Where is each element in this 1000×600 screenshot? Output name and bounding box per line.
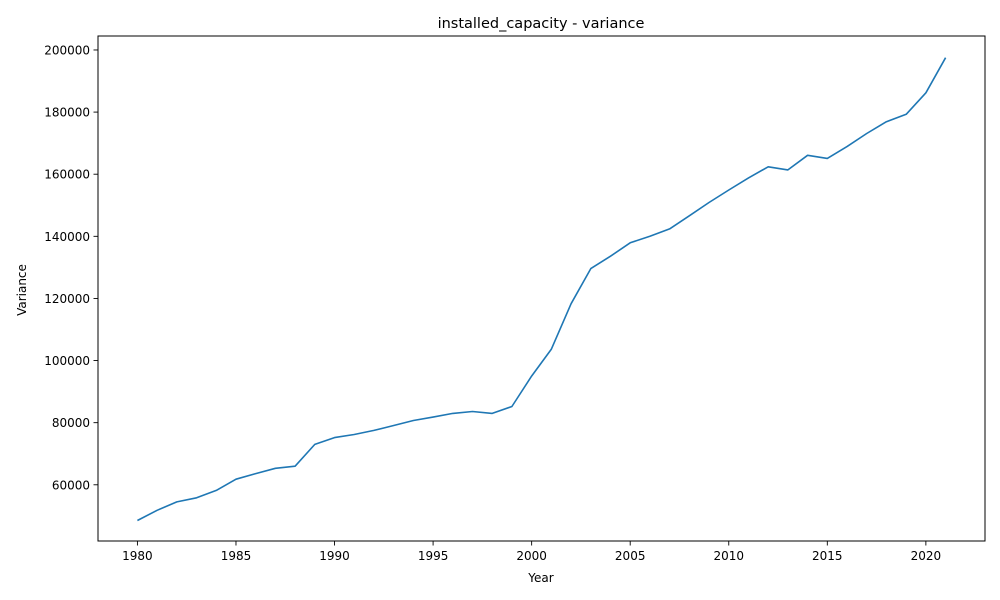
y-tick-label-60000: 60000 [52,478,90,492]
x-tick-label-2020: 2020 [911,549,942,563]
x-tick-label-2015: 2015 [812,549,843,563]
x-tick-label-1995: 1995 [418,549,449,563]
y-tick-label-200000: 200000 [44,43,90,57]
chart-title: installed_capacity - variance [438,16,645,32]
x-axis-title: Year [527,571,553,585]
y-axis-title: Variance [15,264,29,316]
y-tick-label-180000: 180000 [44,106,90,120]
x-tick-label-1990: 1990 [319,549,350,563]
y-tick-label-140000: 140000 [44,230,90,244]
x-tick-label-1980: 1980 [122,549,153,563]
series-line-0 [137,57,947,522]
y-tick-label-160000: 160000 [44,168,90,182]
plot-area: 1980 1985 1990 1995 2000 2005 2010 2015 2020 6000… [44,35,986,563]
x-tick-label-1985: 1985 [221,549,252,563]
y-tick-label-80000: 80000 [52,416,90,430]
x-tick-label-2005: 2005 [615,549,646,563]
y-tick-label-120000: 120000 [44,292,90,306]
x-tick-label-2010: 2010 [713,549,744,563]
axes-frame [97,35,986,542]
x-tick-label-2000: 2000 [516,549,547,563]
y-tick-label-100000: 100000 [44,354,90,368]
